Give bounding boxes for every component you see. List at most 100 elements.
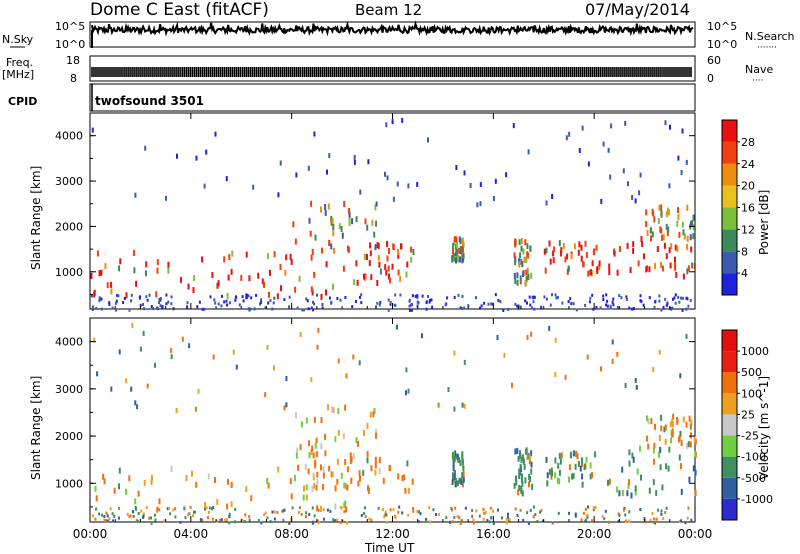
data-point (519, 275, 522, 282)
data-point (369, 411, 372, 418)
data-point (288, 295, 291, 299)
data-point (126, 512, 129, 516)
data-point (685, 307, 688, 311)
data-point (682, 296, 684, 300)
data-point (103, 518, 106, 522)
data-point (359, 189, 362, 195)
data-point (363, 253, 366, 260)
data-point (553, 246, 556, 253)
freq-axis-bottom-left: 8 (70, 72, 77, 85)
data-point (644, 520, 647, 524)
data-point (455, 165, 458, 170)
data-point (522, 454, 524, 461)
data-point (342, 265, 345, 272)
data-point (428, 298, 431, 302)
data-point (208, 510, 210, 514)
data-point (228, 521, 231, 525)
data-point (682, 229, 685, 236)
data-point (405, 271, 408, 278)
data-point (650, 235, 652, 242)
data-point (400, 243, 402, 250)
data-point (678, 231, 681, 238)
data-point (525, 448, 527, 455)
data-point (572, 302, 575, 306)
data-point (113, 514, 116, 518)
data-point (378, 261, 381, 268)
data-point (487, 302, 490, 306)
data-point (451, 479, 454, 485)
data-point (528, 481, 530, 488)
data-point (388, 248, 390, 254)
data-point (135, 280, 138, 287)
data-point (611, 300, 614, 304)
power-colorbar-label: Power [dB] (757, 190, 771, 255)
data-point (602, 298, 605, 301)
data-point (660, 512, 663, 516)
data-point (447, 387, 450, 392)
data-point (235, 295, 238, 299)
data-point (354, 300, 357, 303)
data-point (591, 293, 594, 297)
data-point (602, 141, 605, 147)
data-point (430, 298, 433, 302)
data-point (639, 508, 642, 511)
data-point (340, 472, 343, 479)
data-point (482, 517, 485, 521)
data-point (665, 506, 668, 510)
data-point (634, 198, 637, 204)
data-point (623, 508, 625, 512)
data-point (416, 294, 419, 298)
data-point (501, 516, 503, 520)
data-point (519, 252, 522, 259)
data-point (674, 301, 677, 305)
data-point (483, 301, 486, 305)
data-point (186, 305, 189, 309)
data-point (582, 511, 585, 515)
colorbar-tick-label: 25 (741, 408, 755, 421)
data-point (320, 206, 322, 213)
data-point (660, 211, 663, 218)
data-point (461, 472, 464, 479)
data-point (397, 252, 400, 259)
data-point (159, 304, 162, 308)
data-point (454, 506, 457, 510)
data-point (607, 147, 610, 153)
data-point (130, 293, 133, 297)
data-point (175, 408, 178, 413)
data-point (299, 444, 302, 451)
data-point (411, 294, 414, 298)
ytick-label: 3000 (55, 383, 83, 396)
data-point (373, 231, 376, 238)
data-point (282, 509, 285, 513)
data-point (334, 503, 337, 510)
data-point (264, 392, 267, 398)
data-point (658, 451, 660, 458)
data-point (100, 307, 103, 311)
data-point (582, 261, 585, 268)
data-point (128, 475, 131, 482)
data-point (513, 252, 516, 259)
data-point (304, 464, 307, 471)
data-point (374, 244, 377, 251)
data-point (328, 296, 331, 300)
data-point (552, 257, 555, 264)
data-point (330, 243, 333, 250)
data-point (346, 466, 349, 473)
data-point (653, 517, 656, 521)
data-point (634, 378, 637, 383)
data-point (195, 481, 198, 488)
data-point (320, 293, 323, 300)
data-point (379, 300, 382, 304)
data-point (397, 510, 400, 514)
data-point (574, 463, 577, 470)
data-point (125, 292, 128, 299)
data-point (653, 521, 656, 524)
data-point (112, 519, 114, 523)
data-point (310, 286, 313, 293)
data-point (417, 301, 420, 305)
data-point (226, 518, 228, 522)
colorbar-swatch (722, 330, 737, 352)
data-point (461, 481, 464, 488)
data-point (628, 479, 631, 486)
data-point (391, 119, 394, 125)
